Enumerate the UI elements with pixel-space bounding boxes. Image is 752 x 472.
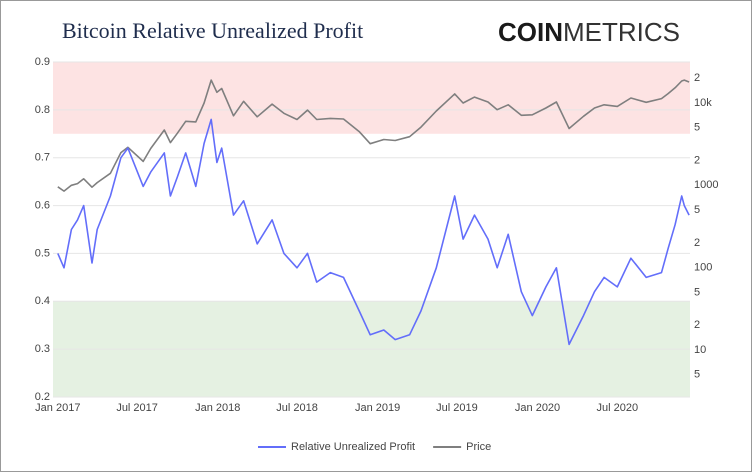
series-line bbox=[57, 79, 690, 192]
y2-tick-label: 2 bbox=[694, 72, 700, 84]
x-tick-label: Jan 2020 bbox=[515, 402, 560, 414]
x-tick-label: Jul 2017 bbox=[116, 402, 158, 414]
y2-tick-label: 1000 bbox=[694, 179, 718, 191]
x-tick-label: Jan 2017 bbox=[35, 402, 80, 414]
y2-tick-label: 2 bbox=[694, 154, 700, 166]
x-tick-label: Jan 2019 bbox=[355, 402, 400, 414]
y2-tick-label: 5 bbox=[694, 369, 700, 381]
y2-tick-label: 10 bbox=[694, 344, 706, 356]
y-tick-label: 0.8 bbox=[35, 104, 50, 116]
y-tick-label: 0.2 bbox=[35, 391, 50, 403]
logo: COINMETRICS bbox=[498, 17, 680, 47]
legend-label: Price bbox=[466, 441, 491, 453]
x-tick-label: Jan 2018 bbox=[195, 402, 240, 414]
series-line bbox=[57, 118, 690, 346]
logo-bold: COIN bbox=[498, 17, 563, 47]
x-tick-label: Jul 2019 bbox=[436, 402, 478, 414]
y2-tick-label: 5 bbox=[694, 204, 700, 216]
chart-title: Bitcoin Relative Unrealized Profit bbox=[62, 18, 363, 43]
x-tick-label: Jul 2020 bbox=[596, 402, 638, 414]
y-tick-label: 0.6 bbox=[35, 199, 50, 211]
y2-tick-label: 10k bbox=[694, 97, 712, 109]
y2-tick-label: 5 bbox=[694, 286, 700, 298]
y2-tick-label: 2 bbox=[694, 319, 700, 331]
y-tick-label: 0.9 bbox=[35, 56, 50, 68]
band bbox=[53, 62, 690, 134]
y-tick-label: 0.4 bbox=[35, 295, 50, 307]
y-tick-label: 0.5 bbox=[35, 247, 50, 259]
logo-light: METRICS bbox=[563, 17, 680, 47]
legend-label: Relative Unrealized Profit bbox=[291, 441, 415, 453]
y-tick-label: 0.7 bbox=[35, 152, 50, 164]
y2-tick-label: 2 bbox=[694, 237, 700, 249]
y2-tick-label: 5 bbox=[694, 122, 700, 134]
x-tick-label: Jul 2018 bbox=[276, 402, 318, 414]
y2-tick-label: 100 bbox=[694, 262, 712, 274]
y-tick-label: 0.3 bbox=[35, 343, 50, 355]
